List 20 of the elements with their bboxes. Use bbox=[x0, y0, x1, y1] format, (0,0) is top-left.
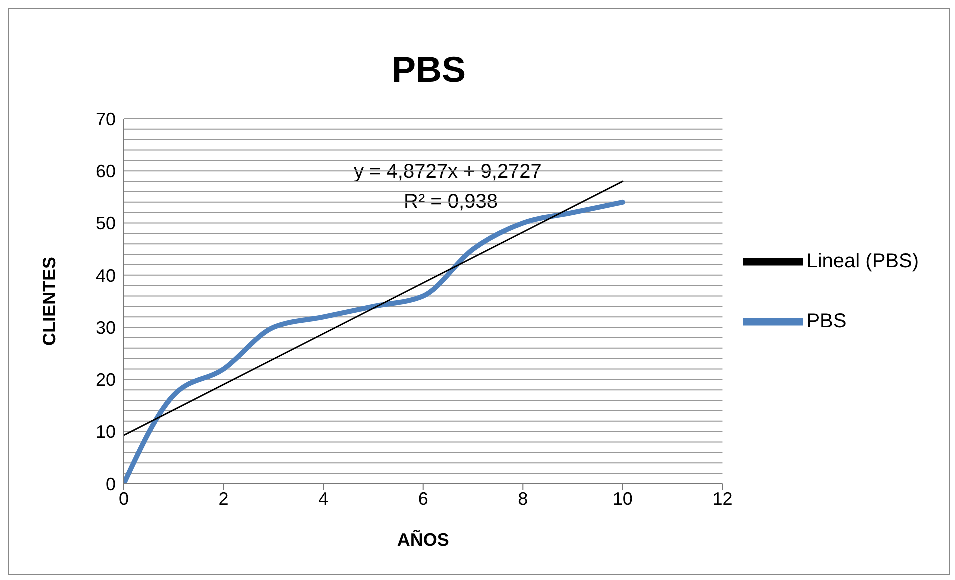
y-tick-label: 0 bbox=[106, 474, 116, 494]
y-tick-label: 60 bbox=[96, 162, 116, 182]
chart-title: PBS bbox=[390, 49, 468, 91]
x-tick-label: 6 bbox=[418, 488, 428, 509]
x-tick-label: 10 bbox=[612, 488, 633, 509]
y-tick-label: 30 bbox=[96, 318, 116, 338]
x-tick-label: 0 bbox=[118, 488, 130, 509]
y-tick-label: 10 bbox=[96, 422, 116, 442]
legend-label: PBS bbox=[806, 310, 847, 332]
y-tick-label: 20 bbox=[96, 370, 116, 390]
y-tick-label: 70 bbox=[96, 109, 116, 130]
legend-label: Lineal (PBS) bbox=[806, 250, 919, 272]
x-tick-label: 2 bbox=[218, 488, 229, 509]
x-tick-label: 12 bbox=[712, 488, 733, 509]
x-tick-label: 8 bbox=[518, 488, 528, 509]
y-axis-title: CLIENTES bbox=[39, 256, 60, 346]
y-tick-label: 50 bbox=[96, 214, 116, 234]
x-axis-title: AÑOS bbox=[397, 529, 450, 550]
y-tick-label: 40 bbox=[96, 266, 116, 286]
x-tick-label: 4 bbox=[318, 488, 329, 509]
